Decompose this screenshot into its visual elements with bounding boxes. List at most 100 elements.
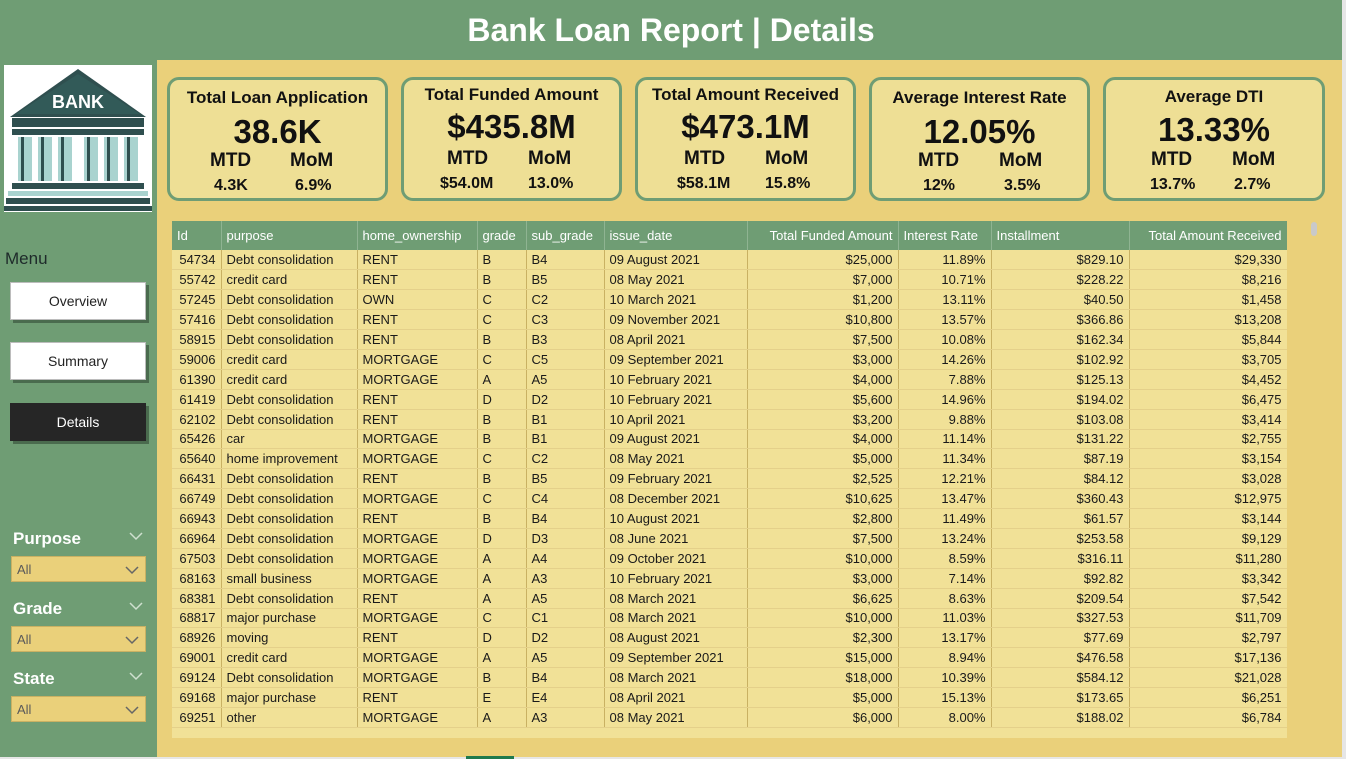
purpose-dropdown[interactable]: All — [11, 556, 146, 582]
table-cell: 13.47% — [898, 488, 992, 510]
table-cell: MORTGAGE — [357, 448, 478, 470]
table-cell: $6,784 — [1129, 707, 1287, 728]
table-cell: $162.34 — [991, 329, 1130, 350]
table-row[interactable]: 59006 credit card MORTGAGE C C5 09 September … — [172, 349, 1287, 370]
table-cell: $7,500 — [747, 329, 899, 350]
chevron-down-icon — [125, 636, 139, 645]
table-cell: RENT — [357, 250, 478, 271]
table-cell: 69124 — [172, 667, 222, 689]
table-cell: 08 April 2021 — [604, 687, 748, 708]
column-header-home-ownership[interactable]: home_ownership — [357, 221, 478, 250]
overview-button[interactable]: Overview — [10, 282, 146, 320]
table-row[interactable]: 68163 small business MORTGAGE A A3 10 Februar… — [172, 568, 1287, 589]
table-cell: $17,136 — [1129, 647, 1287, 669]
column-header-installment[interactable]: Installment — [991, 221, 1130, 250]
column-header-issue-date[interactable]: issue_date — [604, 221, 748, 250]
table-cell: RENT — [357, 588, 478, 609]
chevron-down-icon — [125, 566, 139, 575]
table-cell: moving — [221, 627, 358, 649]
table-cell: $2,755 — [1129, 429, 1287, 450]
column-header-interest-rate[interactable]: Interest Rate — [898, 221, 992, 250]
column-header-sub-grade[interactable]: sub_grade — [526, 221, 605, 250]
table-cell: 7.88% — [898, 369, 992, 390]
table-cell: $10,625 — [747, 488, 899, 510]
table-cell: B — [477, 667, 527, 689]
column-header-id[interactable]: Id — [172, 221, 222, 250]
table-cell: RENT — [357, 687, 478, 708]
column-header-total-funded-amount[interactable]: Total Funded Amount — [747, 221, 899, 250]
table-cell: B1 — [526, 409, 605, 430]
chevron-down-icon[interactable] — [128, 670, 144, 682]
table-row[interactable]: 57245 Debt consolidation OWN C C2 10 March 20… — [172, 289, 1287, 311]
state-dropdown[interactable]: All — [11, 696, 146, 722]
table-row[interactable]: 61390 credit card MORTGAGE A A5 10 February 2… — [172, 369, 1287, 390]
state-filter-label: State — [13, 669, 55, 688]
table-cell: 10 March 2021 — [604, 289, 748, 311]
table-row[interactable]: 58915 Debt consolidation RENT B B3 08 April 2… — [172, 329, 1287, 350]
table-row[interactable]: 57416 Debt consolidation RENT C C3 09 Novembe… — [172, 309, 1287, 331]
table-row[interactable]: 68817 major purchase MORTGAGE C C1 08 March 2… — [172, 608, 1287, 629]
table-cell: $2,797 — [1129, 627, 1287, 649]
table-cell: $2,525 — [747, 468, 899, 490]
table-scrollbar[interactable] — [1311, 222, 1317, 236]
kpi-card-total-amount-received: Total Amount Received $473.1M MTD MoM $5… — [635, 77, 856, 201]
table-cell: $360.43 — [991, 488, 1130, 510]
kpi-mom-value: 6.9% — [295, 177, 332, 194]
table-cell: D2 — [526, 389, 605, 410]
table-cell: $6,475 — [1129, 389, 1287, 410]
kpi-card-total-loan-application: Total Loan Application 38.6K MTD MoM 4.3… — [167, 77, 388, 201]
table-cell: A5 — [526, 588, 605, 609]
column-header-purpose[interactable]: purpose — [221, 221, 358, 250]
chevron-down-icon[interactable] — [128, 600, 144, 612]
table-row[interactable]: 69124 Debt consolidation MORTGAGE B B4 08 Mar… — [172, 667, 1287, 689]
table-row[interactable]: 69251 other MORTGAGE A A3 08 May 2021 $6,000 8.… — [172, 707, 1287, 728]
table-cell: MORTGAGE — [357, 647, 478, 669]
table-cell: $5,000 — [747, 448, 899, 470]
table-row[interactable]: 65640 home improvement MORTGAGE C C2 08 May 2… — [172, 448, 1287, 470]
table-cell: $102.92 — [991, 349, 1130, 370]
details-button[interactable]: Details — [10, 403, 146, 441]
table-cell: 69251 — [172, 707, 222, 728]
table-row[interactable]: 69001 credit card MORTGAGE A A5 09 September … — [172, 647, 1287, 669]
table-cell: C3 — [526, 309, 605, 331]
table-cell: 66964 — [172, 528, 222, 549]
loan-details-table[interactable]: Id purpose home_ownership grade sub_grad… — [172, 221, 1287, 738]
active-page-tab[interactable] — [466, 756, 514, 759]
kpi-value: 13.33% — [1158, 111, 1270, 148]
table-row[interactable]: 66749 Debt consolidation MORTGAGE C C4 08 Dec… — [172, 488, 1287, 510]
summary-button[interactable]: Summary — [10, 342, 146, 380]
table-row[interactable]: 54734 Debt consolidation RENT B B4 09 August … — [172, 250, 1287, 271]
chevron-down-icon[interactable] — [128, 530, 144, 542]
kpi-mom-label: MoM — [1232, 149, 1276, 170]
table-cell: A5 — [526, 647, 605, 669]
table-cell: RENT — [357, 508, 478, 529]
table-cell: A4 — [526, 548, 605, 569]
table-cell: A — [477, 707, 527, 728]
table-row[interactable]: 62102 Debt consolidation RENT B B1 10 April 2… — [172, 409, 1287, 430]
table-cell: credit card — [221, 349, 358, 370]
column-header-total-amount-received[interactable]: Total Amount Received — [1129, 221, 1287, 250]
table-cell: C — [477, 309, 527, 331]
table-cell: Debt consolidation — [221, 409, 358, 430]
table-cell: MORTGAGE — [357, 608, 478, 629]
table-row[interactable]: 55742 credit card RENT B B5 08 May 2021 $7,000… — [172, 269, 1287, 291]
table-row[interactable]: 67503 Debt consolidation MORTGAGE A A4 09 Oct… — [172, 548, 1287, 569]
table-cell: 11.14% — [898, 429, 992, 450]
table-cell: 68381 — [172, 588, 222, 609]
table-row[interactable]: 66964 Debt consolidation MORTGAGE D D3 08 Jun… — [172, 528, 1287, 549]
table-row[interactable]: 68926 moving RENT D D2 08 August 2021 $2,300 13… — [172, 627, 1287, 649]
table-row[interactable]: 65426 car MORTGAGE B B1 09 August 2021 $4,000 1… — [172, 429, 1287, 450]
table-row[interactable]: 66431 Debt consolidation RENT B B5 09 Februar… — [172, 468, 1287, 490]
table-cell: 54734 — [172, 250, 222, 271]
table-cell: 10 February 2021 — [604, 389, 748, 410]
table-row[interactable]: 69168 major purchase RENT E E4 08 April 2021 $… — [172, 687, 1287, 708]
table-row[interactable]: 61419 Debt consolidation RENT D D2 10 Februar… — [172, 389, 1287, 410]
table-row[interactable]: 68381 Debt consolidation RENT A A5 08 March 2… — [172, 588, 1287, 609]
column-header-grade[interactable]: grade — [477, 221, 527, 250]
grade-dropdown[interactable]: All — [11, 626, 146, 652]
table-cell: 67503 — [172, 548, 222, 569]
table-cell: Debt consolidation — [221, 548, 358, 569]
table-cell: RENT — [357, 269, 478, 291]
table-cell: $15,000 — [747, 647, 899, 669]
table-row[interactable]: 66943 Debt consolidation RENT B B4 10 August … — [172, 508, 1287, 529]
